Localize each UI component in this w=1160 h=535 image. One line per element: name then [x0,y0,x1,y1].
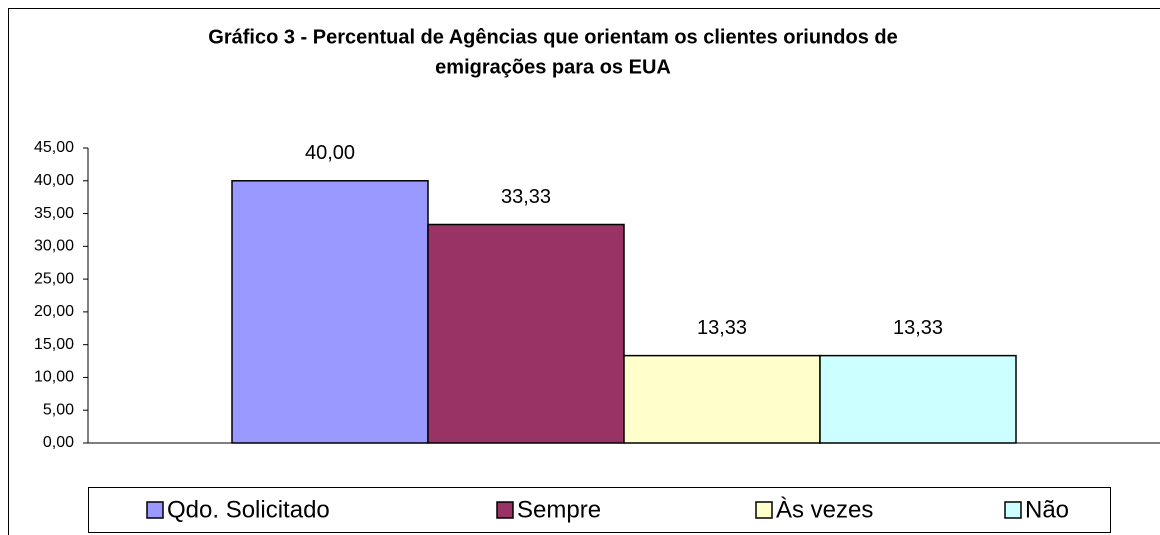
y-tick-label: 40,00 [34,172,74,189]
legend-label: Às vezes [776,496,873,523]
data-label: 13,33 [893,317,943,339]
data-label: 33,33 [501,186,551,208]
bar [427,223,625,444]
y-tick-label: 45,00 [34,139,74,156]
y-tick-label: 0,00 [43,434,74,451]
y-tick-label: 30,00 [34,238,74,255]
bar [623,354,821,444]
legend-label: Sempre [517,496,601,523]
y-tick-label: 15,00 [34,336,74,353]
legend-swatch [146,501,164,519]
legend-swatch [755,501,773,519]
y-tick-label: 25,00 [34,270,74,287]
y-tick-label: 10,00 [34,369,74,386]
bar [819,354,1017,444]
legend-label: Qdo. Solicitado [167,496,330,523]
chart-title: Gráfico 3 - Percentual de Agências que o… [208,26,897,48]
y-tick-label: 35,00 [34,205,74,222]
chart-title: emigrações para os EUA [435,56,671,78]
bar [231,180,429,444]
legend-label: Não [1025,496,1069,523]
legend-swatch [496,501,514,519]
y-tick-label: 20,00 [34,303,74,320]
data-label: 40,00 [305,142,355,164]
legend [88,487,1111,533]
legend-swatch [1004,501,1022,519]
y-tick-label: 5,00 [43,401,74,418]
data-label: 13,33 [697,317,747,339]
